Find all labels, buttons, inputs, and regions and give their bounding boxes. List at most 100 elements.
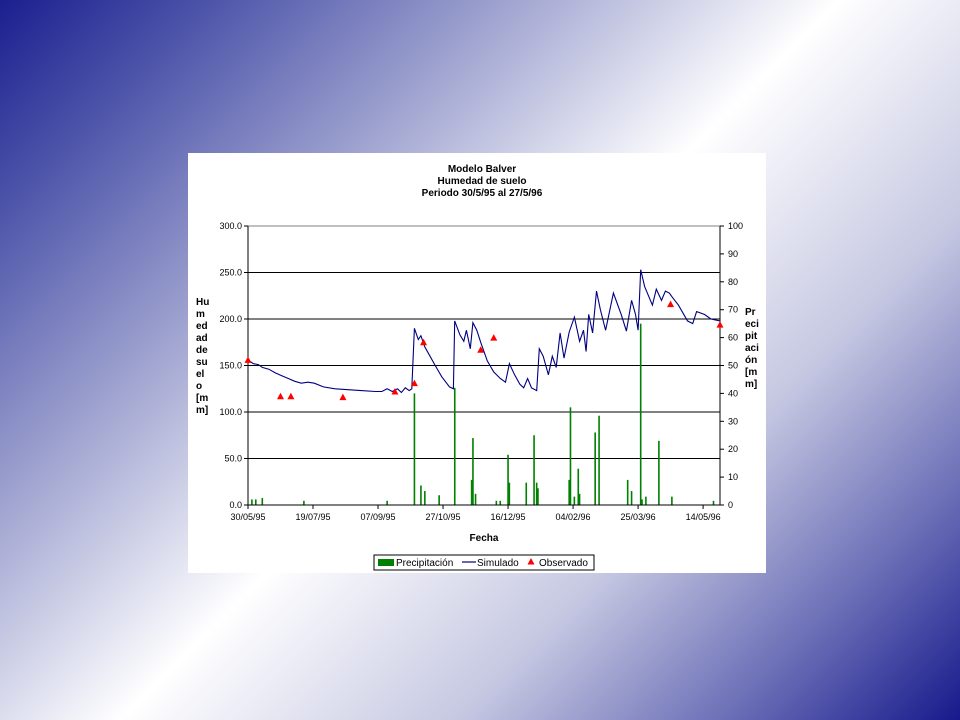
- legend-precipitation-swatch: [378, 559, 394, 566]
- precipitation-bar: [658, 440, 660, 505]
- x-tick-label: 16/12/95: [491, 512, 526, 522]
- precipitation-bar: [255, 499, 257, 505]
- y-tick-label: 0.0: [229, 500, 242, 510]
- x-axis-label: Fecha: [470, 533, 499, 544]
- y-axis-right-label: Precipitación[mm]: [745, 307, 759, 390]
- precipitation-bar: [499, 500, 502, 505]
- observed-point: [420, 338, 428, 346]
- y2-tick-label: 50: [728, 361, 738, 371]
- y2-tick-label: 30: [728, 416, 738, 426]
- y-axis-label-line: ad: [196, 333, 208, 344]
- precipitation-bar: [386, 500, 388, 505]
- precipitation-bar: [578, 493, 581, 505]
- y-axis-label-line: el: [196, 369, 205, 380]
- y2-axis-label-line: pit: [745, 331, 758, 342]
- precipitation-bar: [472, 438, 474, 505]
- y2-axis-label-line: m]: [745, 379, 757, 390]
- precipitation-bars: [251, 323, 715, 505]
- x-tick-label: 30/05/95: [230, 512, 265, 522]
- y-tick-label: 100.0: [219, 407, 242, 417]
- y2-axis-label-line: eci: [745, 319, 759, 330]
- observed-point: [667, 300, 675, 308]
- observed-point: [716, 321, 724, 328]
- chart-title-line-1: Modelo Balver: [448, 164, 516, 175]
- observed-point: [477, 346, 485, 353]
- observed-point: [339, 393, 347, 401]
- precipitation-bar: [533, 435, 535, 505]
- y2-tick-label: 60: [728, 333, 738, 343]
- y2-axis-label-line: ón: [745, 355, 757, 366]
- y-axis-label-line: Hu: [196, 297, 209, 308]
- y-tick-label: 150.0: [219, 361, 242, 371]
- precipitation-bar: [470, 479, 473, 505]
- x-tick-label: 14/05/96: [686, 512, 721, 522]
- observed-point: [391, 388, 399, 395]
- precipitation-bar: [598, 415, 600, 505]
- precipitation-bar: [413, 393, 416, 505]
- precipitation-bar: [626, 479, 629, 505]
- y-axis-label-line: m]: [196, 405, 208, 416]
- precipitation-bar: [594, 432, 596, 505]
- observed-point: [490, 334, 498, 341]
- y2-tick-label: 100: [728, 221, 743, 231]
- y2-axis-label-line: aci: [745, 343, 759, 354]
- y-axis-label-line: m: [196, 309, 205, 320]
- precipitation-bar: [474, 493, 477, 505]
- observed-point: [244, 356, 252, 363]
- precipitation-bar: [641, 499, 643, 505]
- legend-box: [373, 554, 595, 571]
- precipitation-bar: [508, 482, 511, 505]
- y2-tick-label: 20: [728, 444, 738, 454]
- y2-tick-label: 10: [728, 472, 738, 482]
- y-tick-label: 250.0: [219, 268, 242, 278]
- precipitation-bar: [712, 500, 715, 505]
- y-axis-label-line: su: [196, 357, 208, 368]
- chart-title-line-3: Periodo 30/5/95 al 27/5/96: [422, 188, 543, 199]
- simulated-line: [247, 269, 721, 394]
- y2-tick-label: 90: [728, 249, 738, 259]
- precipitation-bar: [438, 495, 440, 505]
- y-axis-label-line: de: [196, 345, 208, 356]
- y-axis-label-line: o: [196, 381, 202, 392]
- y2-axis-label-line: Pr: [745, 307, 756, 318]
- precipitation-bar: [495, 500, 498, 505]
- precipitation-bar: [424, 491, 426, 505]
- precipitation-bar: [303, 500, 305, 505]
- precipitation-bar: [569, 407, 572, 505]
- legend: Precipitación Simulado Observado: [373, 554, 595, 571]
- x-tick-label: 19/07/95: [295, 512, 330, 522]
- precipitation-bar: [453, 387, 456, 505]
- y2-tick-label: 40: [728, 388, 738, 398]
- y-tick-label: 50.0: [224, 454, 242, 464]
- simulated-series-line: [247, 269, 721, 394]
- precipitation-bar: [251, 499, 253, 505]
- legend-precipitation-label: Precipitación: [396, 558, 453, 569]
- y2-tick-label: 70: [728, 305, 738, 315]
- y-tick-label: 200.0: [219, 314, 242, 324]
- precipitation-bar: [568, 479, 570, 505]
- legend-observed-label: Observado: [539, 558, 588, 569]
- precipitation-bar: [577, 468, 580, 505]
- precipitation-bar: [507, 454, 509, 505]
- observed-point: [287, 392, 295, 400]
- precipitation-bar: [645, 496, 647, 505]
- precipitation-bar: [671, 496, 673, 505]
- precipitation-bar: [573, 496, 576, 505]
- x-tick-label: 25/03/96: [621, 512, 656, 522]
- legend-observed-marker: [527, 558, 535, 565]
- x-tick-label: 27/10/95: [426, 512, 461, 522]
- precipitation-bar: [420, 485, 422, 505]
- precipitation-bar: [630, 491, 633, 505]
- y2-tick-label: 80: [728, 277, 738, 287]
- y-axis-label-line: [m: [196, 393, 208, 404]
- observed-markers: [244, 300, 724, 401]
- precipitation-bar: [261, 498, 264, 505]
- observed-point: [277, 392, 285, 400]
- y2-axis-label-line: [m: [745, 367, 757, 378]
- chart-title-line-2: Humedad de suelo: [438, 176, 527, 187]
- y2-tick-label: 0: [728, 500, 733, 510]
- y-axis-label-line: ed: [196, 321, 208, 332]
- x-tick-label: 07/09/95: [361, 512, 396, 522]
- precipitation-bar: [525, 482, 528, 505]
